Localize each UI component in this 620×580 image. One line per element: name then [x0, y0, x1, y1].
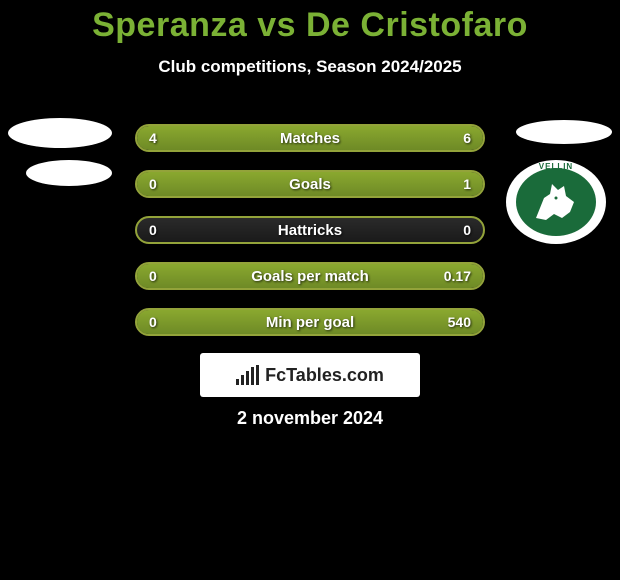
- date-text: 2 november 2024: [0, 408, 620, 429]
- stat-row: 0 Goals 1: [135, 170, 485, 198]
- stat-value-right: 0: [463, 222, 471, 238]
- stat-value-right: 540: [448, 314, 471, 330]
- attribution-badge: FcTables.com: [200, 353, 420, 397]
- stat-fill-left: [137, 126, 275, 150]
- attribution-text: FcTables.com: [265, 365, 384, 386]
- ellipse-icon: [26, 160, 112, 186]
- stat-row: 0 Hattricks 0: [135, 216, 485, 244]
- stat-label: Min per goal: [266, 314, 354, 331]
- wolf-silhouette-icon: [516, 168, 596, 236]
- stat-label: Matches: [280, 130, 340, 147]
- stat-row: 4 Matches 6: [135, 124, 485, 152]
- stat-value-left: 0: [149, 222, 157, 238]
- stat-value-right: 1: [463, 176, 471, 192]
- stat-value-right: 0.17: [444, 268, 471, 284]
- club-crest-icon: VELLIN: [506, 160, 606, 244]
- bar-chart-icon: [236, 365, 259, 385]
- ellipse-icon: [516, 120, 612, 144]
- stat-label: Hattricks: [278, 222, 342, 239]
- page-title: Speranza vs De Cristofaro: [0, 0, 620, 45]
- stat-row: 0 Goals per match 0.17: [135, 262, 485, 290]
- stat-value-left: 0: [149, 268, 157, 284]
- stat-rows-container: 4 Matches 6 0 Goals 1 0 Hattricks 0 0 Goals per ma…: [135, 124, 485, 354]
- stat-value-left: 0: [149, 176, 157, 192]
- ellipse-icon: [8, 118, 112, 148]
- subtitle: Club competitions, Season 2024/2025: [0, 57, 620, 77]
- stat-label: Goals: [289, 176, 331, 193]
- stat-value-right: 6: [463, 130, 471, 146]
- stat-row: 0 Min per goal 540: [135, 308, 485, 336]
- stat-label: Goals per match: [251, 268, 369, 285]
- stat-value-left: 4: [149, 130, 157, 146]
- stat-value-left: 0: [149, 314, 157, 330]
